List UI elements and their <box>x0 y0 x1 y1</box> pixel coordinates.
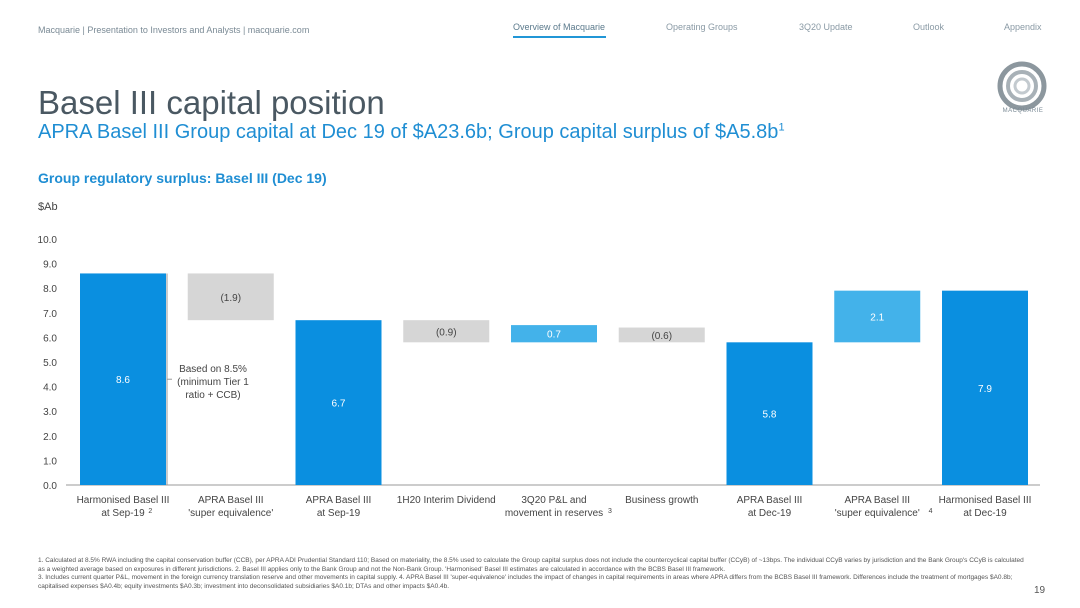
x-tick-label: APRA Basel III <box>198 495 264 506</box>
y-tick-label: 6.0 <box>43 333 57 344</box>
x-tick-label: 1H20 Interim Dividend <box>397 495 496 506</box>
annotation-text: (minimum Tier 1 <box>177 377 249 388</box>
waterfall-bar <box>80 273 166 485</box>
x-tick-label: movement in reserves <box>505 508 603 519</box>
waterfall-bar <box>187 273 274 321</box>
x-tick-footnote-marker: 3 <box>608 508 612 515</box>
footnote-line: 1. Calculated at 8.5% RWA including the … <box>38 557 1024 573</box>
top-navigation: Overview of Macquarie Operating Groups 3… <box>0 22 1080 42</box>
page-title: Basel III capital position <box>38 84 385 121</box>
data-label: 2.1 <box>870 312 884 323</box>
waterfall-chart: 0.0 1.0 2.0 3.0 4.0 5.0 6.0 7.0 8.0 9.0 10.0 8.6 Har… <box>38 235 1040 519</box>
waterfall-bar <box>295 320 382 485</box>
waterfall-bar <box>618 327 705 343</box>
y-tick-label: 3.0 <box>43 407 57 418</box>
y-tick-label: 4.0 <box>43 383 57 394</box>
chart-section-title: Group regulatory surplus: Basel III (Dec… <box>38 170 327 186</box>
x-tick-footnote-marker: 2 <box>148 508 152 515</box>
x-tick-label: at Dec-19 <box>748 508 792 519</box>
logo-text: MACQUARIE <box>1002 108 1044 114</box>
y-tick-label: 2.0 <box>43 432 57 443</box>
nav-outlook[interactable]: Outlook <box>913 22 945 32</box>
y-tick-label: 1.0 <box>43 456 57 467</box>
x-tick-label: at Sep-19 <box>101 508 145 519</box>
data-label: 6.7 <box>332 399 346 410</box>
x-tick-label: 'super equivalence' <box>835 508 920 519</box>
x-tick-label: 'super equivalence' <box>188 508 273 519</box>
waterfall-bar <box>942 290 1028 485</box>
x-tick-label: at Sep-19 <box>317 508 361 519</box>
waterfall-bar <box>511 325 597 343</box>
data-label: 7.9 <box>978 384 992 395</box>
x-tick-label: Harmonised Basel III <box>77 495 170 506</box>
y-tick-label: 10.0 <box>38 235 58 246</box>
y-tick-label: 8.0 <box>43 284 57 295</box>
x-tick-footnote-marker: 4 <box>929 508 933 515</box>
y-tick-label: 7.0 <box>43 309 57 320</box>
x-tick-label: 3Q20 P&L and <box>521 495 586 506</box>
data-label: (1.9) <box>220 293 241 304</box>
y-tick-label: 9.0 <box>43 260 57 271</box>
x-tick-label: APRA Basel III <box>306 495 372 506</box>
annotation-text: ratio + CCB) <box>185 390 240 401</box>
nav-3q20-update[interactable]: 3Q20 Update <box>799 22 853 32</box>
x-tick-label: APRA Basel III <box>737 495 803 506</box>
nav-operating-groups[interactable]: Operating Groups <box>666 22 738 32</box>
x-tick-label: at Dec-19 <box>963 508 1007 519</box>
x-tick-label: Harmonised Basel III <box>939 495 1032 506</box>
page-subtitle: APRA Basel III Group capital at Dec 19 o… <box>38 121 785 143</box>
data-label: 8.6 <box>116 375 130 386</box>
footnote-line: 3. Includes current quarter P&L, movemen… <box>38 574 1013 590</box>
nav-active-underline <box>513 36 606 38</box>
y-tick-label: 5.0 <box>43 358 57 369</box>
footnotes: 1. Calculated at 8.5% RWA including the … <box>38 557 1028 591</box>
data-label: (0.9) <box>436 327 457 338</box>
data-label: 5.8 <box>763 410 777 421</box>
waterfall-bar <box>726 342 813 485</box>
page-number: 19 <box>1034 585 1046 596</box>
waterfall-bar <box>403 320 490 343</box>
chart-unit-label: $Ab <box>38 201 58 213</box>
annotation-text: Based on 8.5% <box>179 364 247 375</box>
data-label: (0.6) <box>651 331 672 342</box>
nav-appendix[interactable]: Appendix <box>1004 22 1042 32</box>
waterfall-bar <box>834 290 921 343</box>
nav-overview-of-macquarie[interactable]: Overview of Macquarie <box>513 22 606 32</box>
x-tick-label: Business growth <box>625 495 698 506</box>
y-tick-label: 0.0 <box>43 481 57 492</box>
x-tick-label: APRA Basel III <box>844 495 910 506</box>
macquarie-logo-icon <box>997 61 1047 111</box>
data-label: 0.7 <box>547 330 561 341</box>
header-breadcrumb: Macquarie | Presentation to Investors an… <box>38 25 310 35</box>
